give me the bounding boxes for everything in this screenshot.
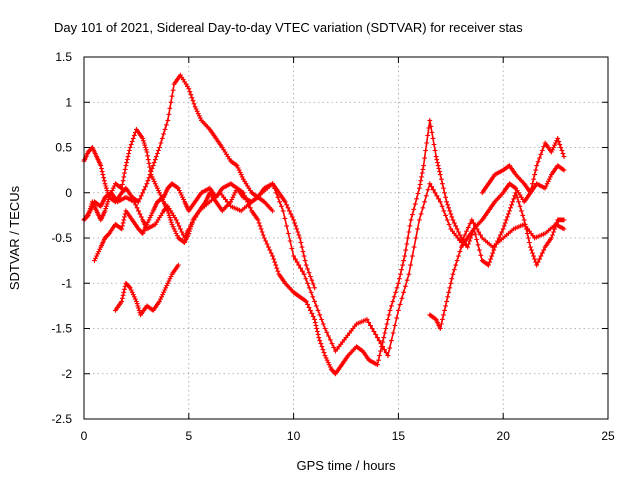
y-tick-label: 0 [65,186,72,200]
y-tick-label: 1 [65,95,72,109]
y-tick-label: -2 [61,367,72,381]
x-tick-label: 10 [287,429,301,443]
y-tick-label: -1 [61,276,72,290]
chart-title: Day 101 of 2021, Sidereal Day-to-day VTE… [54,20,523,35]
x-tick-label: 20 [497,429,511,443]
y-tick-label: -0.5 [51,231,72,245]
series-markers-trace-e [113,262,181,318]
series-trace-f [427,190,567,331]
x-tick-label: 25 [601,429,615,443]
x-tick-label: 15 [392,429,406,443]
y-tick-label: 1.5 [55,50,72,64]
x-tick-label: 0 [81,429,88,443]
y-tick-label: -1.5 [51,322,72,336]
series-trace-g [479,136,567,196]
series-markers-trace-f [427,190,567,331]
y-axis-label: SDTVAR / TECUs [7,185,22,290]
y-tick-labels: -2.5 -2 -1.5 -1 -0.5 0 0.5 1 1.5 [51,50,72,426]
tick-marks [83,56,609,420]
x-tick-labels: 0 5 10 15 20 25 [81,429,615,443]
series-markers-trace-g [479,136,567,196]
x-tick-label: 5 [185,429,192,443]
x-axis-label: GPS time / hours [297,458,396,473]
series-trace-e [113,262,181,318]
y-tick-label: 0.5 [55,141,72,155]
y-tick-label: -2.5 [51,412,72,426]
